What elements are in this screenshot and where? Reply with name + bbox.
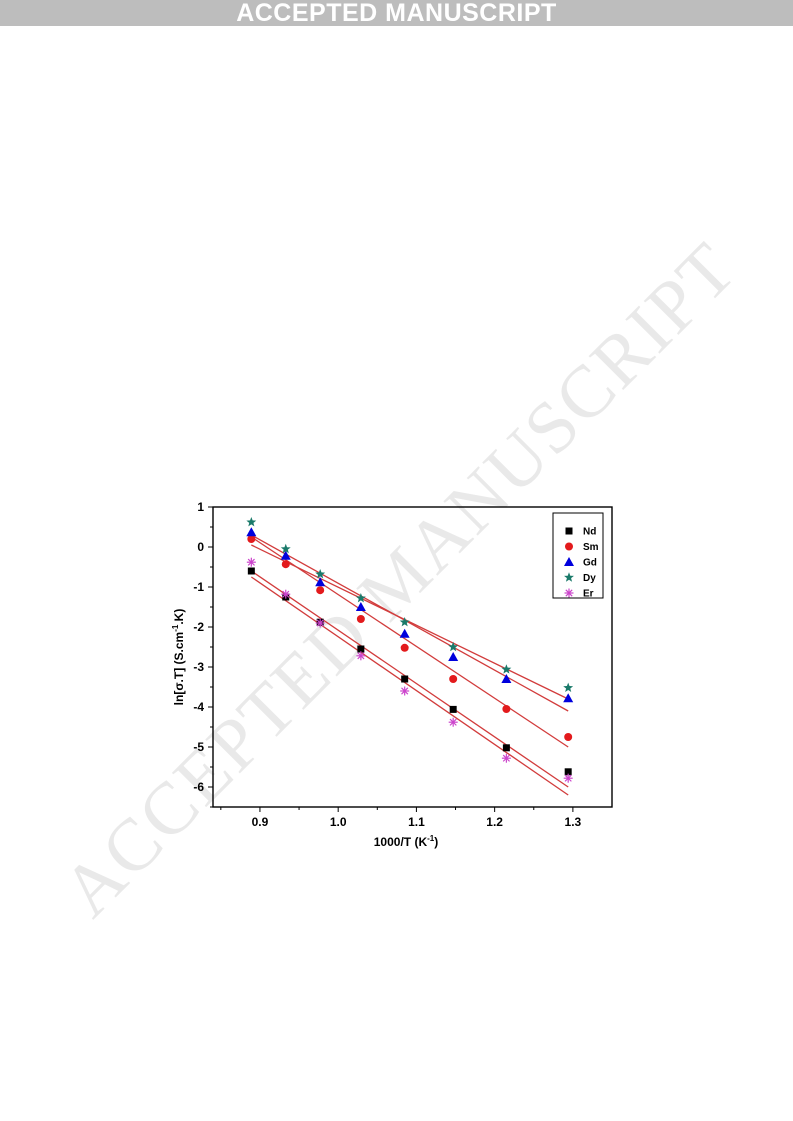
data-point-nd (449, 705, 457, 713)
data-point-sm (281, 560, 290, 569)
data-point-sm (316, 586, 325, 595)
data-point-gd (246, 527, 257, 537)
plot-frame (212, 506, 613, 808)
y-tick-label: -1 (193, 580, 204, 594)
legend-marker-sm (565, 542, 573, 551)
data-point-nd (357, 645, 365, 653)
legend-marker-dy (564, 572, 574, 582)
legend-label-er: Er (583, 589, 594, 600)
data-point-er (501, 753, 511, 763)
data-point-dy (280, 543, 291, 554)
data-point-er (448, 717, 458, 727)
data-point-er (400, 686, 410, 696)
data-point-dy (501, 664, 512, 674)
data-point-sm (400, 643, 409, 652)
data-point-sm (449, 675, 458, 683)
y-tick-label: 1 (197, 500, 204, 514)
legend-box (552, 512, 604, 599)
data-point-dy (399, 617, 410, 627)
y-axis-title: ln[σ.T] (S.cm-1.K) (171, 609, 186, 706)
data-point-er (281, 589, 291, 599)
data-point-er (563, 773, 573, 783)
y-tick-label: -5 (193, 740, 204, 754)
data-point-dy (563, 682, 574, 693)
data-point-gd (563, 693, 574, 703)
data-point-sm (247, 535, 256, 543)
x-axis-title: 1000/T (K-1) (374, 834, 438, 849)
legend-label-gd: Gd (583, 558, 597, 569)
data-point-sm (356, 615, 365, 623)
x-tick-label: 0.9 (252, 815, 269, 829)
x-tick-label: 1.0 (330, 815, 347, 829)
data-point-dy (315, 569, 326, 579)
data-point-gd (448, 652, 459, 661)
data-point-er (356, 651, 366, 661)
data-point-nd (247, 567, 255, 575)
data-point-gd (355, 602, 366, 611)
legend-label-nd: Nd (583, 527, 596, 538)
x-tick-label: 1.1 (408, 815, 425, 829)
data-point-dy (355, 593, 366, 603)
x-tick-label: 1.3 (565, 815, 582, 829)
legend-label-sm: Sm (583, 542, 599, 553)
data-point-sm (502, 705, 511, 713)
data-point-sm (564, 733, 573, 741)
fit-line-nd (250, 570, 569, 788)
fit-line-gd (251, 534, 569, 712)
fit-line-sm (250, 536, 569, 748)
data-point-dy (246, 517, 257, 527)
y-tick-label: -6 (193, 780, 204, 794)
y-tick-label: -2 (193, 620, 204, 634)
data-point-er (315, 618, 325, 628)
y-tick-label: 0 (197, 540, 204, 554)
data-point-dy (448, 641, 459, 652)
legend-marker-gd (564, 557, 574, 566)
data-point-er (246, 557, 256, 567)
banner-text: ACCEPTED MANUSCRIPT (236, 0, 557, 27)
data-point-gd (280, 550, 291, 560)
accepted-manuscript-banner: ACCEPTED MANUSCRIPT (0, 0, 793, 27)
legend-label-dy: Dy (583, 573, 596, 584)
legend-marker-er (564, 588, 574, 598)
data-point-gd (399, 628, 410, 638)
fit-line-dy (251, 544, 569, 700)
legend: Nd Sm Gd Dy Er (552, 512, 604, 600)
x-tick-label: 1.2 (486, 815, 503, 829)
data-point-nd (564, 768, 572, 776)
y-tick-label: -3 (193, 660, 204, 674)
fit-line-er (250, 576, 569, 796)
y-tick-label: -4 (193, 700, 204, 714)
data-point-gd (315, 577, 326, 587)
data-point-gd (501, 674, 512, 683)
data-point-nd (502, 744, 510, 752)
legend-marker-nd (565, 527, 573, 535)
data-point-nd (401, 675, 409, 683)
